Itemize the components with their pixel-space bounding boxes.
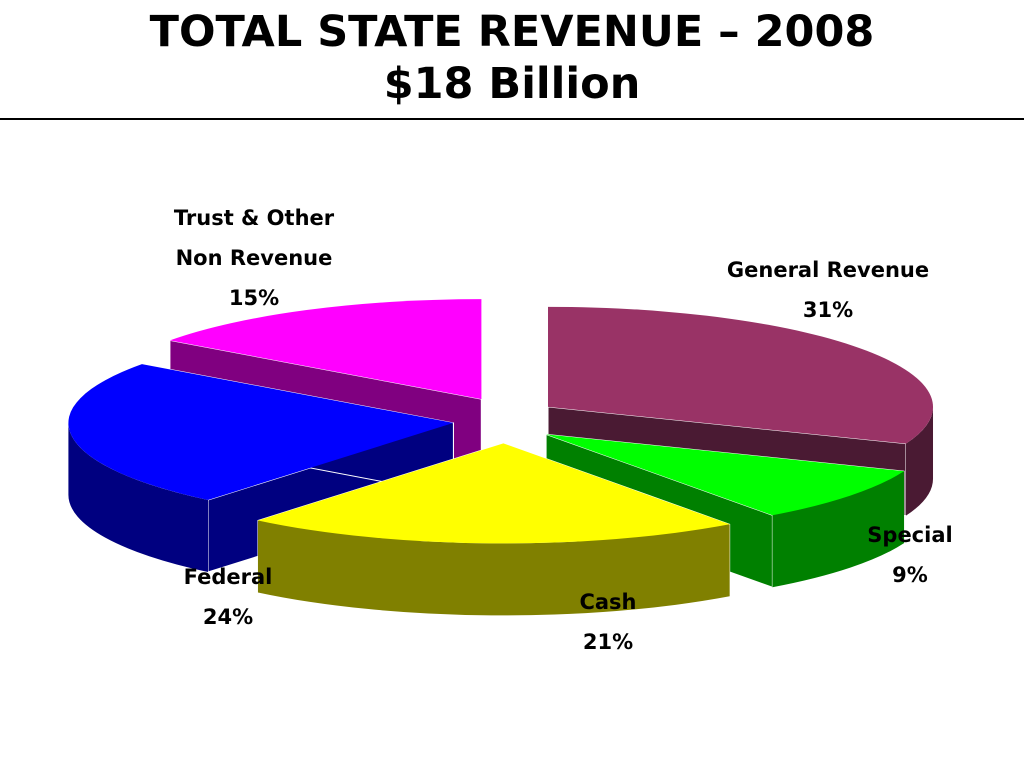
slice-label-value: 24% xyxy=(202,605,254,629)
slice-label-text: Cash xyxy=(579,590,637,614)
slice-label-cash: Cash 21% xyxy=(458,582,758,662)
slice-label-text: Special xyxy=(867,523,953,547)
slice-label-text: General Revenue xyxy=(726,258,930,282)
slice-general-revenue-outer-wall xyxy=(905,406,934,516)
title-line: TOTAL STATE REVENUE – 2008 xyxy=(149,7,875,57)
slice-general-revenue xyxy=(548,306,934,444)
slice-tops xyxy=(68,299,934,544)
slice-label-text: Non Revenue xyxy=(175,246,333,270)
slice-label-text: Federal xyxy=(183,565,273,589)
slice-label-value: 21% xyxy=(582,630,634,654)
slice-federal-outer-wall xyxy=(68,422,209,572)
subtitle-line: $18 Billion xyxy=(383,59,641,109)
slice-special xyxy=(546,434,905,516)
title-divider xyxy=(0,118,1024,120)
slice-cash xyxy=(257,443,730,544)
slice-label-federal: Federal 24% xyxy=(78,557,378,637)
chart-title: TOTAL STATE REVENUE – 2008 $18 Billion xyxy=(0,6,1024,110)
slice-label-text: Trust & Other xyxy=(173,206,335,230)
slice-label-special: Special 9% xyxy=(760,515,1024,595)
slice-federal xyxy=(68,364,454,500)
slice-trust-other-non-revenue xyxy=(169,299,482,400)
slice-special-outer-wall xyxy=(772,471,905,588)
slice-label-trust-other-non-revenue: Trust & Other Non Revenue 15% xyxy=(104,198,404,318)
slice-label-general-revenue: General Revenue 31% xyxy=(678,250,978,330)
slice-label-value: 31% xyxy=(802,298,854,322)
slice-cash-outer-wall xyxy=(257,520,730,616)
slice-label-value: 9% xyxy=(892,563,928,587)
slice-label-value: 15% xyxy=(228,286,280,310)
